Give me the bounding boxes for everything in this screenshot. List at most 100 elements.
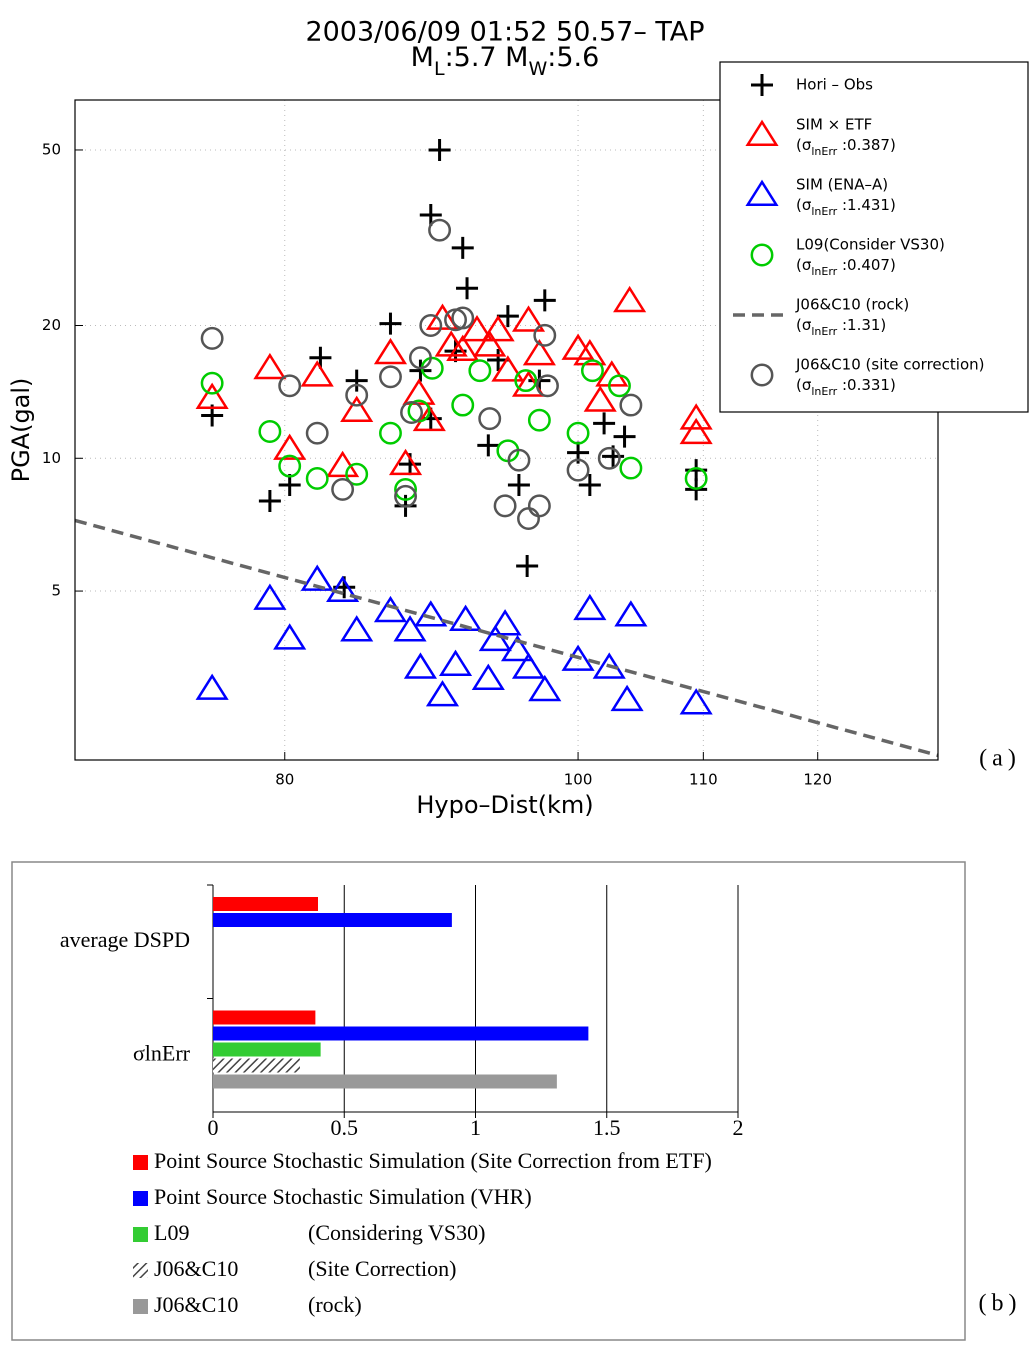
legend-sigma: (σlnErr :0.331) (796, 376, 896, 398)
subtitle-part: W (528, 58, 547, 80)
circle-marker (527, 408, 551, 432)
circle-marker (278, 374, 302, 398)
subtitle-part: L (434, 58, 445, 80)
legend-sigma: (σlnErr :1.31) (796, 316, 886, 338)
circle-marker (409, 346, 432, 370)
legend-sigma: (σlnErr :0.387) (796, 136, 896, 158)
triangle-marker (679, 403, 713, 430)
x-tick-label: 1 (470, 1115, 481, 1140)
circle-marker (379, 421, 402, 445)
sigma-part: :0.331) (837, 376, 896, 394)
circle-marker (514, 369, 538, 393)
plus-marker (613, 425, 636, 448)
circle-marker (566, 421, 590, 445)
circle-marker (305, 421, 329, 445)
triangle-marker (425, 680, 460, 707)
legend-label: SIM × ETF (796, 116, 872, 134)
circle-marker (400, 401, 423, 424)
sigma-part: (σ (796, 316, 812, 334)
circle-marker (278, 454, 302, 478)
triangle-marker (613, 285, 647, 313)
plot-data (75, 138, 938, 758)
triangle-marker (491, 355, 525, 382)
triangle-marker (438, 649, 473, 676)
circle-marker (200, 326, 224, 350)
plus-marker (593, 412, 616, 435)
bar (213, 1010, 316, 1025)
legend-sigma: (σlnErr :0.407) (796, 256, 896, 278)
y-tick-label: average DSPD (60, 927, 190, 952)
circle-marker (684, 467, 708, 490)
y-tick-label: 20 (42, 316, 61, 334)
x-axis-label: Hypo–Dist(km) (416, 791, 593, 819)
sigma-part: :0.407) (837, 256, 896, 274)
legend-detail: (Considering VS30) (308, 1220, 485, 1245)
sigma-part: lnErr (811, 145, 837, 158)
x-tick-label: 110 (689, 771, 718, 789)
sigma-part: :1.431) (837, 196, 896, 214)
y-tick-label: 10 (42, 449, 61, 467)
plus-marker (507, 473, 530, 496)
triangle-marker (488, 609, 522, 636)
legend-sigma: (σlnErr :1.431) (796, 196, 896, 218)
triangle-marker (393, 615, 427, 642)
sigma-part: (σ (796, 256, 812, 274)
sigma-part: (σ (796, 376, 812, 394)
chart-a: 2003/06/09 01:52 50.57– TAP ML:5.7 MW:5.… (7, 17, 1029, 819)
circle-marker (478, 407, 502, 431)
triangle-marker (412, 404, 446, 432)
circle-marker (507, 448, 531, 472)
legend-label: Hori – Obs (796, 76, 873, 94)
legend-label: Point Source Stochastic Simulation (Site… (154, 1148, 712, 1173)
circle-marker (331, 477, 355, 501)
chart-subtitle: ML:5.7 MW:5.6 (411, 42, 600, 80)
circle-marker (619, 393, 643, 417)
y-tick-label: 50 (42, 140, 61, 158)
triangle-marker (326, 450, 360, 478)
triangle-marker (679, 688, 713, 715)
legend-swatch (133, 1227, 148, 1242)
legend-swatch (133, 1263, 148, 1278)
legend-swatch (133, 1155, 148, 1170)
panel-label: (a) (979, 746, 1021, 772)
circle-marker (493, 494, 517, 518)
chart-frame (11, 861, 966, 1341)
circle-marker (345, 383, 369, 407)
legend-label: L09 (154, 1220, 189, 1245)
chart-b: (b) 0 0.5 1 1.5 2 average DSPD σlnErr Point Sou… (11, 861, 1016, 1341)
plus-marker (258, 490, 281, 513)
circle-marker (608, 374, 631, 398)
circle-marker (428, 218, 452, 242)
legend-detail: (rock) (308, 1292, 362, 1317)
sigma-part: (σ (796, 196, 812, 214)
legend-label: J06&C10 (154, 1256, 238, 1281)
triangle-marker (679, 417, 713, 445)
x-tick-label: 0.5 (331, 1115, 359, 1140)
triangle-marker (573, 339, 607, 366)
sigma-part: lnErr (811, 265, 837, 278)
circle-marker (379, 365, 402, 389)
bar (213, 1026, 589, 1041)
triangle-marker (528, 674, 562, 702)
triangle-marker (403, 652, 438, 679)
sigma-part: :1.31) (837, 316, 886, 334)
circle-marker (566, 458, 590, 482)
x-tick-label: 100 (564, 771, 593, 789)
legend-swatch (133, 1191, 148, 1206)
triangle-marker (402, 378, 436, 405)
plus-marker (309, 346, 332, 369)
plus-marker (278, 473, 301, 496)
circle-marker (533, 323, 557, 347)
triangle-marker (414, 600, 448, 627)
triangle-marker (610, 684, 644, 712)
triangle-marker (340, 395, 374, 422)
circle-marker (468, 359, 492, 383)
triangle-marker (300, 360, 334, 387)
triangle-marker (583, 385, 617, 412)
subtitle-part: M (411, 42, 434, 73)
triangle-marker (500, 634, 535, 662)
plus-marker (477, 434, 500, 457)
triangle-marker (449, 604, 483, 631)
